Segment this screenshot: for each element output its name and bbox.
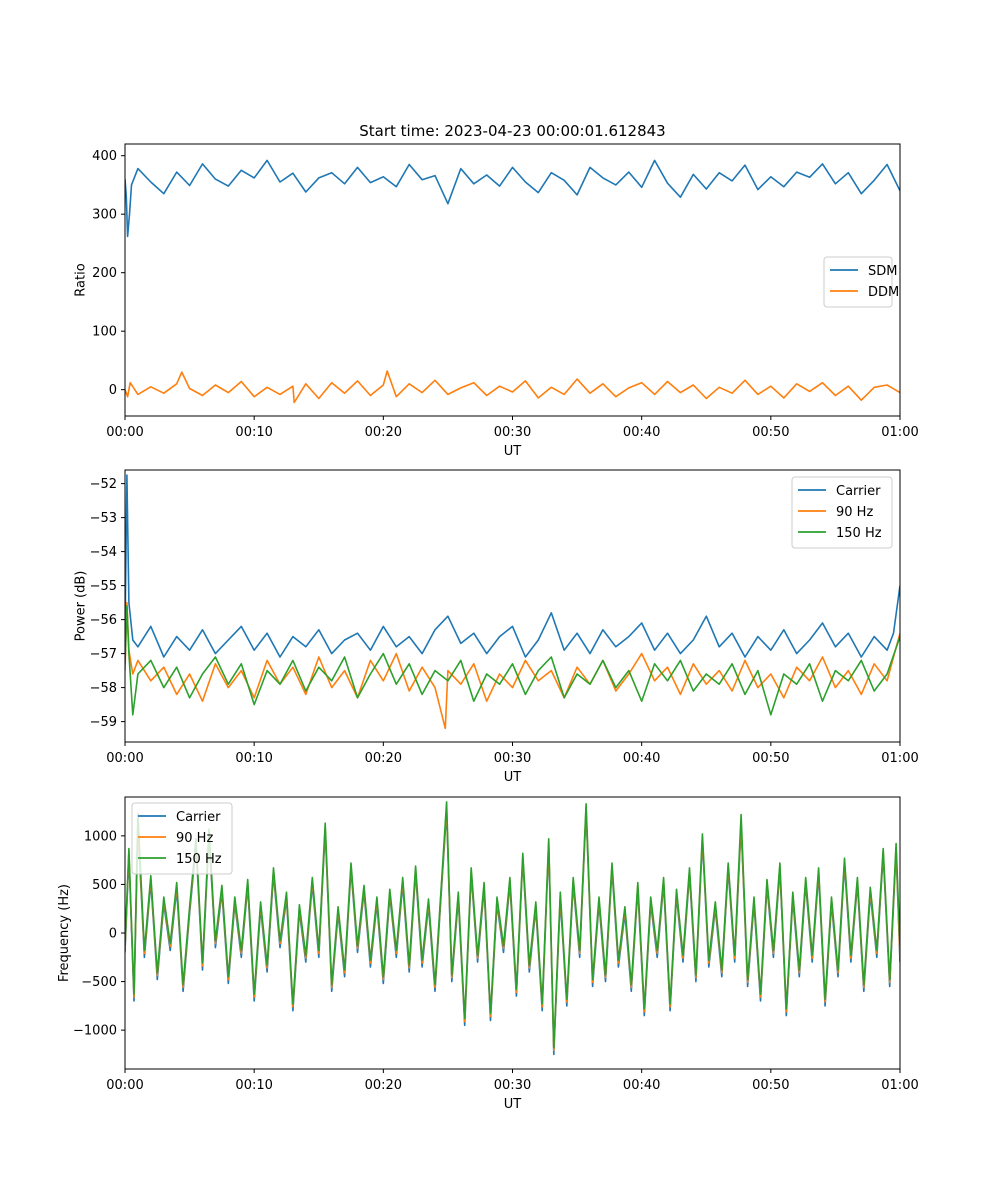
y-tick-label: −1000	[73, 1024, 117, 1039]
x-tick-label: 00:50	[752, 425, 789, 440]
series-line-150-hz	[125, 801, 900, 1049]
y-tick-label: −54	[90, 545, 117, 560]
y-tick-label: 500	[92, 878, 117, 893]
x-tick-label: 00:40	[623, 425, 660, 440]
x-tick-label: 00:30	[494, 751, 531, 766]
y-tick-label: 0	[109, 383, 117, 398]
x-axis-label: UT	[504, 770, 522, 785]
figure-title: Start time: 2023-04-23 00:00:01.612843	[359, 122, 665, 140]
chart-panel-3: 00:00 00:10 00:20 00:30 00:40 00:50 01:00 −1000…	[57, 796, 919, 1112]
x-tick-label: 00:20	[365, 1078, 402, 1093]
chart-panel-1: 00:00 00:10 00:20 00:30 00:40 00:50 01:00 0 100 2…	[73, 143, 919, 459]
x-tick-label: 00:00	[106, 751, 143, 766]
x-tick-label: 01:00	[881, 1078, 918, 1093]
y-tick-label: −500	[81, 975, 117, 990]
y-tick-label: −53	[90, 511, 117, 526]
y-tick-label: −55	[90, 579, 117, 594]
x-tick-label: 00:00	[106, 1078, 143, 1093]
chart-panel-2: 00:00 00:10 00:20 00:30 00:40 00:50 01:00 −59 −5…	[73, 469, 919, 785]
x-tick-label: 00:40	[623, 751, 660, 766]
legend-label: 150 Hz	[836, 526, 882, 541]
y-tick-label: −59	[90, 715, 117, 730]
y-tick-label: −52	[90, 477, 117, 492]
legend-label: DDM	[868, 285, 899, 300]
x-tick-label: 00:40	[623, 1078, 660, 1093]
series-line-carrier	[125, 474, 900, 658]
x-tick-label: 00:10	[235, 1078, 272, 1093]
x-tick-label: 00:20	[365, 425, 402, 440]
legend-label: Carrier	[836, 484, 881, 499]
series-line-sdm	[125, 159, 900, 238]
legend-box	[131, 802, 233, 875]
y-tick-label: 300	[92, 208, 117, 223]
x-tick-label: 00:10	[235, 425, 272, 440]
x-tick-label: 01:00	[881, 425, 918, 440]
panels: 00:00 00:10 00:20 00:30 00:40 00:50 01:00 0 100 2…	[57, 143, 919, 1112]
y-tick-label: −56	[90, 613, 117, 628]
legend-label: 150 Hz	[176, 852, 222, 867]
x-axis-label: UT	[504, 1097, 522, 1112]
y-axis-label: Frequency (Hz)	[57, 884, 72, 982]
x-tick-label: 00:00	[106, 425, 143, 440]
legend-label: 90 Hz	[176, 831, 213, 846]
y-axis-label: Power (dB)	[73, 571, 88, 642]
y-tick-label: 0	[109, 927, 117, 942]
legend: Carrier 90 Hz 150 Hz	[791, 476, 893, 549]
legend: SDM DDM	[823, 256, 899, 308]
legend-label: SDM	[868, 264, 897, 279]
legend-label: 90 Hz	[836, 505, 873, 520]
series-line-ddm	[125, 370, 900, 404]
legend-box	[791, 476, 893, 549]
x-tick-label: 00:10	[235, 751, 272, 766]
y-tick-label: 200	[92, 266, 117, 281]
x-axis-label: UT	[504, 444, 522, 459]
x-tick-label: 00:30	[494, 425, 531, 440]
y-axis-label: Ratio	[73, 263, 88, 296]
x-tick-label: 00:50	[752, 751, 789, 766]
y-tick-label: 400	[92, 149, 117, 164]
y-tick-label: −57	[90, 647, 117, 662]
series-line-150-hz	[125, 605, 900, 716]
x-tick-label: 00:30	[494, 1078, 531, 1093]
y-tick-label: −58	[90, 681, 117, 696]
y-tick-label: 1000	[84, 829, 117, 844]
legend-label: Carrier	[176, 810, 221, 825]
y-tick-label: 100	[92, 325, 117, 340]
x-tick-label: 00:20	[365, 751, 402, 766]
x-tick-label: 01:00	[881, 751, 918, 766]
legend: Carrier 90 Hz 150 Hz	[131, 802, 233, 875]
x-tick-label: 00:50	[752, 1078, 789, 1093]
